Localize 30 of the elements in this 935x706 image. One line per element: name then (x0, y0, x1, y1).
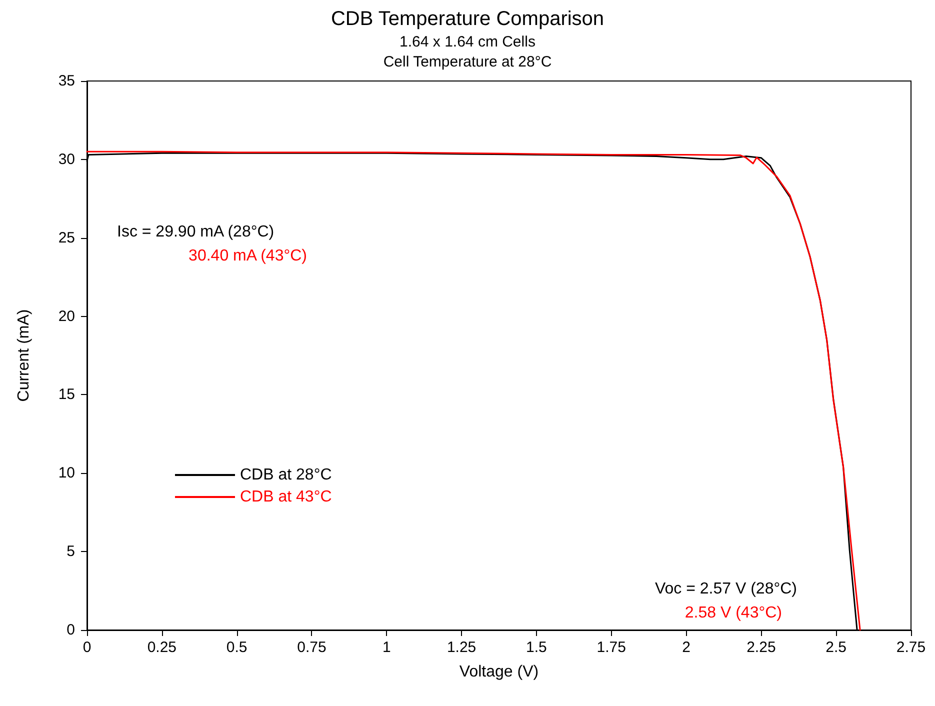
y-tick-label: 25 (58, 229, 75, 246)
chart-subtitle: 1.64 x 1.64 cm Cells Cell Temperature at 28°C (383, 34, 552, 70)
x-tick-label: 2.5 (826, 639, 847, 656)
legend-label: CDB at 43°C (240, 488, 332, 506)
x-tick-label: 1.75 (596, 639, 626, 656)
annotation: Voc = 2.57 V (28°C) (654, 580, 797, 598)
annotation: 30.40 mA (43°C) (188, 248, 307, 264)
x-axis-title: Voltage (V) (459, 664, 539, 680)
x-tick-label: 0 (82, 639, 92, 656)
y-tick-label: 35 (58, 72, 75, 90)
x-tick-label: 1 (382, 639, 391, 656)
chart-title: CDB Temperature Comparison (330, 8, 604, 30)
x-tick-label: 1.25 (446, 639, 476, 656)
x-tick-label: 0.75 (297, 639, 326, 656)
x-tick-label: 2 (682, 639, 690, 656)
annotation: 2.58 V (43°C) (684, 604, 782, 622)
y-tick-label: 30 (58, 150, 75, 168)
x-tick-label: 0.25 (147, 639, 177, 656)
annotation: Isc = 29.90 mA (28°C) (117, 224, 274, 240)
legend-label: CDB at 28°C (240, 466, 332, 484)
x-tick-label: 2.75 (896, 639, 926, 656)
y-tick-label: 0 (66, 622, 75, 638)
y-tick-label: 10 (58, 464, 75, 482)
y-tick-label: 20 (58, 308, 75, 325)
y-tick-label: 15 (58, 386, 75, 404)
x-tick-label: 0.5 (226, 639, 248, 656)
y-axis-title: Current (mA) (16, 309, 32, 402)
x-tick-label: 2.25 (746, 639, 776, 656)
x-tick-label: 1.5 (526, 639, 547, 656)
y-tick-label: 5 (66, 543, 75, 560)
